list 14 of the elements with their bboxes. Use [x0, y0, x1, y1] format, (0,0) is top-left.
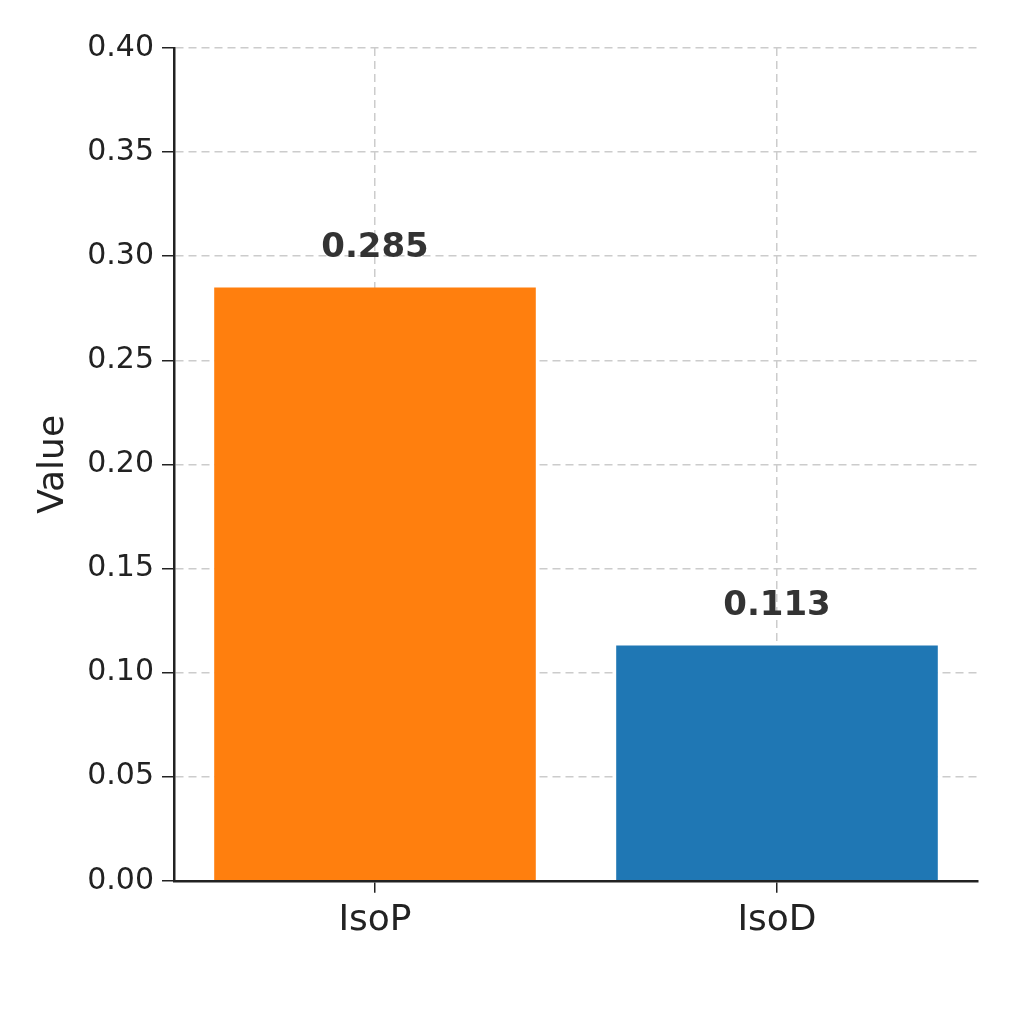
- y-axis-title: Value: [29, 414, 71, 514]
- x-tick-label: IsoD: [737, 896, 817, 938]
- y-tick-label: 0.40: [87, 27, 154, 63]
- data-label: 0.285: [321, 225, 429, 266]
- data-label: 0.113: [723, 583, 831, 624]
- y-tick-label: 0.30: [87, 236, 154, 271]
- y-tick-label: 0.15: [87, 548, 154, 584]
- y-tick-label: 0.05: [87, 756, 154, 792]
- x-tick-label: IsoP: [338, 896, 412, 938]
- y-tick-label: 0.35: [87, 131, 154, 167]
- y-tick-label: 0.00: [87, 860, 154, 896]
- y-tick-label: 0.10: [87, 652, 154, 688]
- y-tick-label: 0.25: [87, 340, 154, 376]
- y-tick-label: 0.20: [87, 444, 154, 480]
